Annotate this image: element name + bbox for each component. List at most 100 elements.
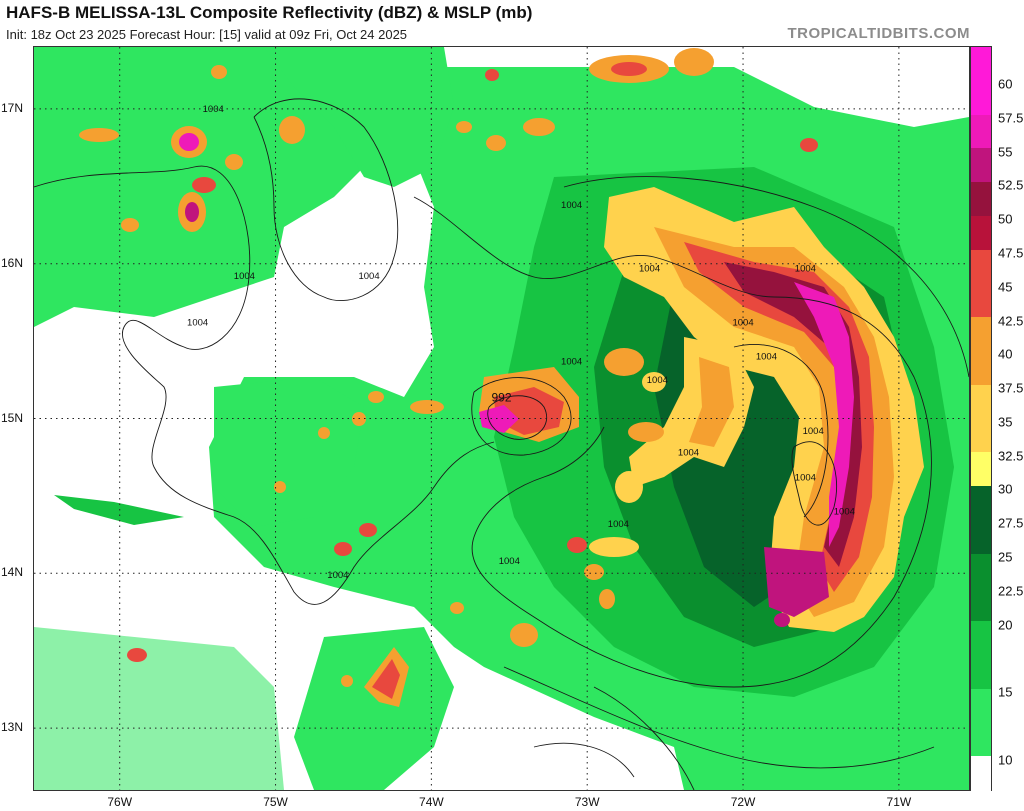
cell <box>127 648 147 662</box>
cell <box>611 62 647 76</box>
longitude-label: 73W <box>574 795 600 809</box>
colorbar-tick-label: 10 <box>998 752 1013 768</box>
cell <box>589 537 639 557</box>
cell <box>179 133 199 151</box>
isobar-label: 1004 <box>732 318 753 329</box>
isobar <box>791 441 838 526</box>
cell <box>225 154 243 170</box>
reflectivity-colorbar <box>970 46 992 791</box>
longitude-label: 75W <box>263 795 288 809</box>
colorbar-segment <box>971 654 991 690</box>
southwest-cell-area <box>294 627 454 790</box>
map-canvas: 1004 1004 1004 1004 1004 1004 1004 1004 1004 1004… <box>34 47 969 790</box>
colorbar-segment <box>971 688 991 724</box>
isobar <box>563 176 969 378</box>
colorbar-segment <box>971 317 991 352</box>
colorbar-tick-label: 20 <box>998 617 1013 632</box>
isobar-label: 1004 <box>327 570 348 581</box>
cell <box>456 121 472 133</box>
cell <box>372 659 400 699</box>
colorbar-tick-label: 57.5 <box>998 110 1024 126</box>
cell <box>800 138 818 152</box>
isobars <box>34 98 969 790</box>
colorbar-tick-label: 27.5 <box>998 515 1024 531</box>
cell <box>599 589 615 609</box>
isobar-label: 1004 <box>834 506 855 517</box>
isobar-label: 1004 <box>561 200 582 211</box>
cell <box>185 202 199 222</box>
colorbar-tick-label: 55 <box>998 144 1013 160</box>
colorbar-segment <box>971 722 991 757</box>
cell <box>274 481 286 493</box>
colorbar-segment <box>971 384 991 420</box>
cell <box>628 422 664 442</box>
isobar-label: 992 <box>491 390 511 404</box>
reflectivity-map: 1004 1004 1004 1004 1004 1004 1004 1004 1004 1004… <box>33 46 970 791</box>
colorbar-segment <box>971 47 991 82</box>
isobar-label: 1004 <box>561 356 582 367</box>
colorbar-tick-label: 50 <box>998 211 1013 227</box>
isobar <box>413 196 932 688</box>
colorbar-segment <box>971 182 991 217</box>
cell <box>615 471 643 503</box>
eyewall-south-core <box>764 547 829 617</box>
longitude-label: 72W <box>730 795 756 809</box>
cell <box>359 523 377 537</box>
isobar-label: 1004 <box>756 352 777 363</box>
cell <box>486 135 506 151</box>
isobar-label: 1004 <box>234 271 255 282</box>
colorbar-tick-label: 60 <box>998 76 1013 92</box>
latitude-label: 14N <box>1 565 24 580</box>
forecast-subtitle: Init: 18z Oct 23 2025 Forecast Hour: [15… <box>6 27 408 42</box>
cell <box>567 537 587 553</box>
cell <box>450 602 464 614</box>
lat-lon-grid <box>34 47 969 790</box>
colorbar-tick-label: 42.5 <box>998 313 1024 329</box>
colorbar-tick-label: 45 <box>998 279 1013 295</box>
colorbar-segment <box>971 418 991 453</box>
cell <box>121 218 139 232</box>
colorbar-segment <box>971 114 991 149</box>
isobar-label: 1004 <box>358 271 379 282</box>
colorbar-tick-label: 22.5 <box>998 583 1024 599</box>
isobar <box>533 742 635 778</box>
colorbar-segment <box>971 80 991 116</box>
isobar <box>733 344 829 518</box>
northwest-rain-east <box>264 47 454 187</box>
latitude-label: 16N <box>1 255 24 270</box>
cell <box>604 348 644 376</box>
reflectivity-field <box>34 47 969 790</box>
isobar <box>253 98 399 301</box>
longitude-label: 74W <box>419 795 444 809</box>
longitude-label: 76W <box>107 795 133 809</box>
isobar <box>593 686 695 790</box>
colorbar-tick-label: 52.5 <box>998 177 1024 193</box>
cell <box>510 623 538 647</box>
colorbar-segment <box>971 249 991 284</box>
cell <box>79 128 119 142</box>
cell <box>334 542 352 556</box>
longitude-label: 71W <box>886 795 912 809</box>
colorbar-segment <box>971 350 991 386</box>
cell <box>341 675 353 687</box>
latitude-label: 13N <box>1 720 24 735</box>
isobar-label: 1004 <box>795 472 816 483</box>
colorbar-segment <box>971 452 991 487</box>
isobar-label: 1004 <box>803 426 824 437</box>
isobar <box>503 666 935 769</box>
latitude-label: 15N <box>1 410 24 425</box>
colorbar-tick-label: 35 <box>998 414 1013 430</box>
cell <box>523 118 555 136</box>
colorbar-segment <box>971 553 991 588</box>
cell <box>774 613 790 627</box>
cell <box>410 400 444 414</box>
colorbar-segment <box>971 148 991 183</box>
cell <box>279 116 305 144</box>
cell <box>318 427 330 439</box>
colorbar-tick-label: 15 <box>998 684 1013 700</box>
eyewall-band-magenta <box>794 282 854 547</box>
colorbar-tick-label: 40 <box>998 346 1013 362</box>
colorbar-tick-label: 25 <box>998 549 1013 565</box>
isobar-label: 1004 <box>608 519 629 530</box>
colorbar-segment <box>971 756 991 791</box>
